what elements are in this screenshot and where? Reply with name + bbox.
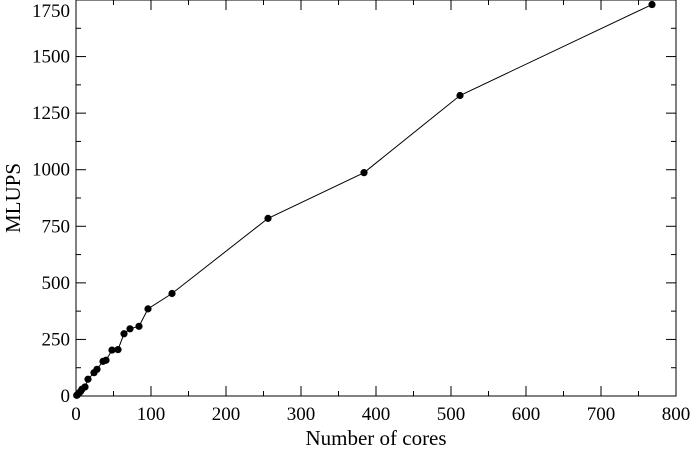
x-tick-label: 300 xyxy=(287,404,316,425)
x-tick-label: 200 xyxy=(212,404,241,425)
y-tick-label: 250 xyxy=(42,329,71,350)
data-point xyxy=(144,305,152,313)
x-axis-title: Number of cores xyxy=(305,426,446,450)
y-tick-label: 750 xyxy=(42,216,71,237)
y-axis-title: MLUPS xyxy=(1,163,25,233)
data-point xyxy=(114,346,122,354)
data-point xyxy=(102,356,110,364)
data-point xyxy=(360,169,368,177)
data-point xyxy=(84,375,92,383)
data-point xyxy=(93,365,101,373)
data-point xyxy=(264,214,272,222)
x-tick-label: 100 xyxy=(137,404,166,425)
y-tick-label: 1750 xyxy=(32,1,70,22)
x-tick-label: 0 xyxy=(71,404,81,425)
data-point xyxy=(120,330,128,338)
data-points xyxy=(73,0,656,399)
data-point xyxy=(168,289,176,298)
series-line xyxy=(76,4,653,396)
y-axis-tick-labels: 0 250 500 750 1000 1250 1500 1750 xyxy=(32,1,70,407)
y-tick-label: 500 xyxy=(42,273,71,294)
y-tick-label: 1000 xyxy=(32,160,70,181)
plot-frame xyxy=(75,0,677,397)
y-tick-label: 1250 xyxy=(32,103,70,124)
data-point xyxy=(648,0,656,9)
x-tick-label: 800 xyxy=(662,404,691,425)
y-tick-label: 0 xyxy=(61,386,71,407)
x-tick-label: 600 xyxy=(512,404,541,425)
x-axis-tick-labels: 0 100 200 300 400 500 600 700 800 xyxy=(71,404,690,425)
data-point xyxy=(456,91,464,100)
x-tick-label: 400 xyxy=(362,404,391,425)
data-point xyxy=(108,346,116,354)
x-tick-label: 700 xyxy=(587,404,616,425)
x-tick-label: 500 xyxy=(437,404,466,425)
data-point xyxy=(135,322,143,330)
y-tick-label: 1500 xyxy=(32,47,70,68)
y-axis-ticks xyxy=(76,0,676,397)
data-point xyxy=(81,383,89,391)
x-axis-ticks xyxy=(75,0,677,396)
data-point xyxy=(126,325,134,333)
